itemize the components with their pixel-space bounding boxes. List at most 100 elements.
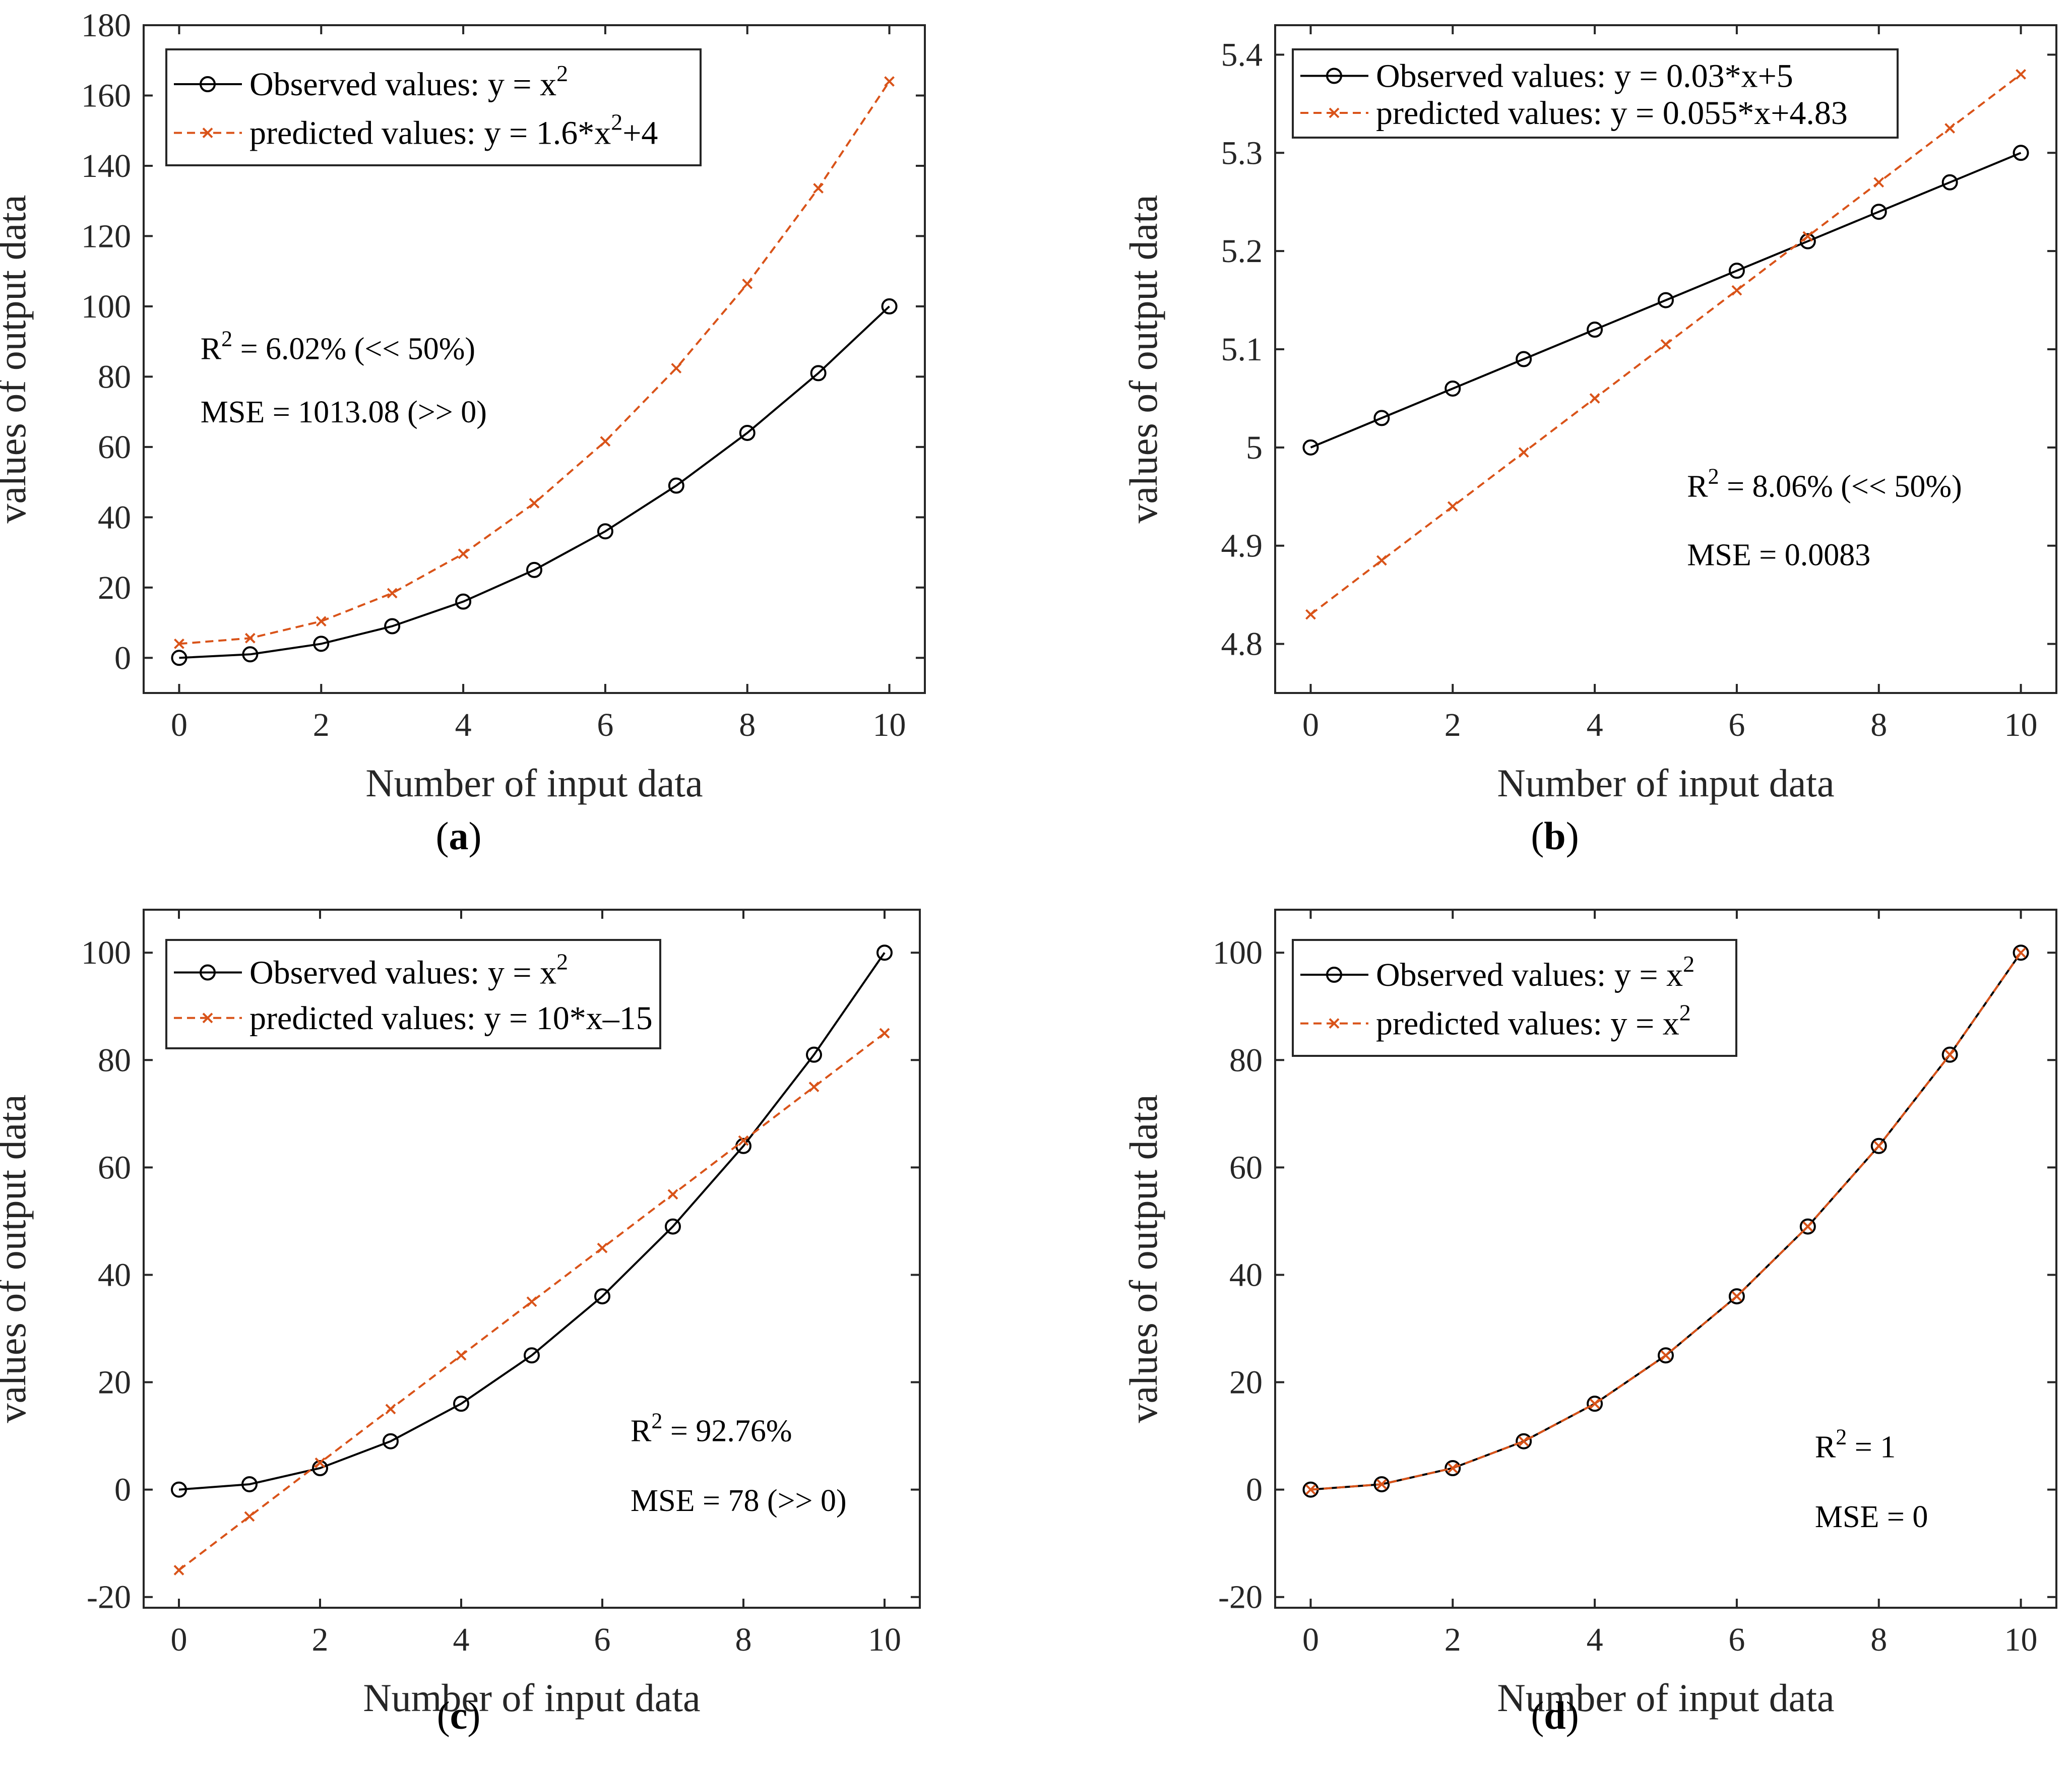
x-tick-label: 10 <box>2004 707 2038 743</box>
legend-entry: predicted values: y = 10*x–15 <box>249 1000 653 1037</box>
y-tick-label: 100 <box>1213 934 1263 971</box>
data-point <box>2016 69 2026 80</box>
legend-marker <box>1326 68 1342 84</box>
x-axis-label: Number of input data <box>1497 761 1834 805</box>
data-point <box>458 548 469 559</box>
x-tick-label: 6 <box>1728 1621 1745 1658</box>
x-tick-label: 2 <box>1445 707 1461 743</box>
data-point <box>315 1457 326 1468</box>
y-tick-label: 60 <box>1229 1149 1263 1186</box>
data-point <box>1587 1396 1603 1412</box>
series-predicted <box>174 76 895 649</box>
data-point <box>383 1433 399 1449</box>
legend-box <box>165 48 702 166</box>
y-tick-label: 40 <box>1229 1256 1263 1293</box>
data-point <box>597 1242 608 1253</box>
series-predicted <box>1305 947 2026 1495</box>
y-tick-label: 0 <box>114 640 131 676</box>
data-point <box>594 1288 610 1305</box>
y-tick-label: 5.1 <box>1221 331 1263 368</box>
y-tick-label: 20 <box>98 570 131 606</box>
chart-panel-d: 0 2 4 6 8 10 -20 0 20 40 60 80 100 Number of input da… <box>1121 909 2057 1737</box>
y-tick-label: 60 <box>98 429 131 466</box>
y-tick-label: 5.4 <box>1221 36 1263 73</box>
x-tick-label: 0 <box>171 707 187 743</box>
y-tick-label: 0 <box>1246 1472 1263 1508</box>
x-tick-label: 0 <box>1302 707 1319 743</box>
data-point <box>1516 1433 1532 1449</box>
legend: Observed values: y = x2 predicted values:… <box>165 939 661 1049</box>
y-tick-label: 0 <box>114 1472 131 1508</box>
axes-box <box>143 24 926 694</box>
y-tick-label: 20 <box>98 1364 131 1401</box>
data-point <box>1376 555 1387 566</box>
data-point <box>2016 947 2026 958</box>
r-squared-annotation: R2 = 8.06% (<< 50%) <box>1687 464 1962 503</box>
series-line <box>178 952 886 1491</box>
legend-entry: Observed values: y = 0.03*x+5 <box>1376 58 1793 95</box>
data-point <box>1589 1398 1600 1409</box>
x-tick-label: 8 <box>1870 1621 1887 1658</box>
data-point <box>1305 609 1316 620</box>
data-point <box>313 636 330 652</box>
data-point <box>1944 1049 1956 1060</box>
y-tick-label: 140 <box>81 148 131 184</box>
data-point <box>813 183 824 194</box>
data-point <box>1516 351 1532 367</box>
y-tick-label: -20 <box>87 1579 131 1616</box>
data-point <box>810 365 827 382</box>
data-point <box>242 646 259 663</box>
mse-annotation: MSE = 0.0083 <box>1687 538 1870 573</box>
y-tick-label: 5.3 <box>1221 135 1263 171</box>
data-point <box>1305 1484 1316 1495</box>
data-point <box>1941 174 1958 191</box>
panel-caption: (d) <box>1531 1693 1579 1737</box>
data-point <box>600 436 611 447</box>
legend: Observed values: y = x2 predicted values:… <box>165 48 702 166</box>
data-point <box>1944 123 1956 134</box>
series-line <box>1310 152 2022 449</box>
data-point <box>597 523 613 540</box>
data-point <box>1302 439 1319 456</box>
data-point <box>1445 1460 1461 1476</box>
x-tick-label: 4 <box>453 1621 470 1658</box>
r-squared-annotation: R2 = 6.02% (<< 50%) <box>201 327 475 366</box>
y-axis-label: values of output data <box>0 1095 34 1423</box>
x-tick-label: 8 <box>1870 707 1887 743</box>
chart-panel-c: 0 2 4 6 8 10 -20 0 20 40 60 80 100 Number of input da… <box>0 909 921 1737</box>
data-point <box>316 616 327 627</box>
data-point <box>1731 285 1742 296</box>
data-point <box>1658 1347 1674 1364</box>
data-point <box>1587 322 1603 338</box>
y-tick-label: 60 <box>98 1149 131 1186</box>
y-tick-label: 5 <box>1246 429 1263 466</box>
data-point <box>1447 501 1458 512</box>
x-tick-label: 2 <box>1445 1621 1461 1658</box>
y-tick-label: 80 <box>98 358 131 395</box>
data-point <box>1658 292 1674 308</box>
legend: Observed values: y = x2 predicted values:… <box>1292 939 1737 1057</box>
data-point <box>1660 1350 1671 1361</box>
data-point <box>806 1046 822 1063</box>
data-point <box>1518 1436 1529 1447</box>
data-point <box>1873 1141 1885 1152</box>
panel-caption: (b) <box>1531 814 1579 858</box>
data-point <box>312 1460 328 1476</box>
x-tick-label: 6 <box>597 707 613 743</box>
data-point <box>881 298 898 314</box>
y-tick-label: 20 <box>1229 1364 1263 1401</box>
data-point <box>1447 1463 1458 1474</box>
y-tick-label: 100 <box>81 934 131 971</box>
mse-annotation: MSE = 78 (>> 0) <box>631 1484 847 1518</box>
data-point <box>384 618 401 635</box>
data-point <box>1660 339 1671 350</box>
series-predicted <box>1305 69 2026 620</box>
data-point <box>174 638 184 649</box>
legend-marker <box>200 76 216 92</box>
data-point <box>668 477 684 494</box>
data-point <box>671 363 682 374</box>
legend-marker <box>200 964 216 981</box>
y-tick-label: 80 <box>1229 1042 1263 1079</box>
series-line <box>179 81 891 645</box>
